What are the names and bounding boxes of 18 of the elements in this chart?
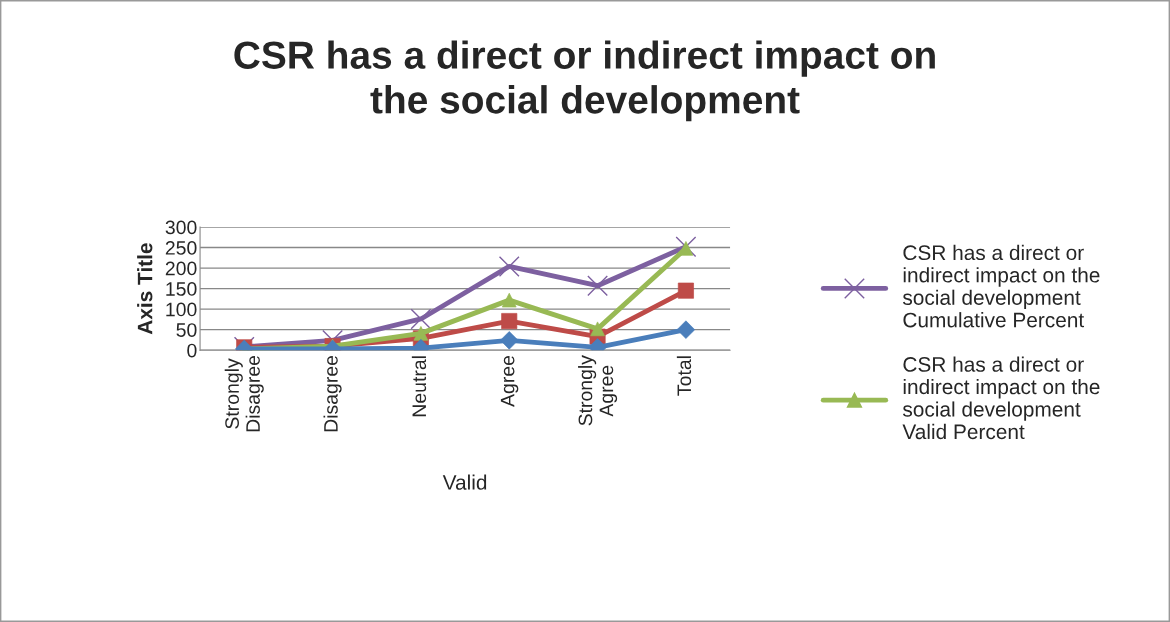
legend-label: CSR has a direct or indirect impact on the social development Cumulative Percent	[902, 244, 1100, 328]
y-tick-label: 200	[165, 261, 197, 276]
y-tick-label: 0	[187, 343, 197, 358]
legend-label: CSR has a direct or indirect impact on the social development Valid Percent	[902, 356, 1100, 440]
y-tick-label: 50	[176, 323, 197, 337]
y-tick-label: 100	[166, 302, 197, 317]
x-axis-title: Valid	[442, 474, 487, 490]
chart-title: CSR has a direct or indirect impact on the social development	[234, 40, 935, 122]
y-tick-label: 250	[165, 241, 197, 255]
x-tick-label: Disagree	[323, 355, 342, 432]
y-axis-title: Axis Title	[137, 243, 153, 335]
x-tick-label: Neutral	[411, 356, 427, 417]
x-tick-label: Strongly Agree	[578, 355, 618, 426]
y-tick-label: 300	[165, 220, 197, 235]
x-tick-label: Agree	[500, 355, 519, 407]
x-tick-label: Total	[676, 356, 692, 396]
x-tick-label: Strongly Disagree	[224, 355, 264, 432]
y-tick-label: 150	[166, 282, 197, 296]
